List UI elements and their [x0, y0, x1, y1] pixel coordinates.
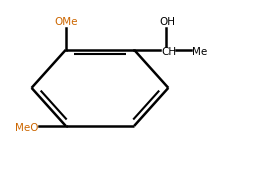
Text: CH: CH [162, 46, 177, 56]
Text: OH: OH [159, 17, 175, 27]
Text: Me: Me [192, 46, 207, 56]
Text: OMe: OMe [54, 17, 78, 27]
Text: MeO: MeO [15, 123, 38, 133]
